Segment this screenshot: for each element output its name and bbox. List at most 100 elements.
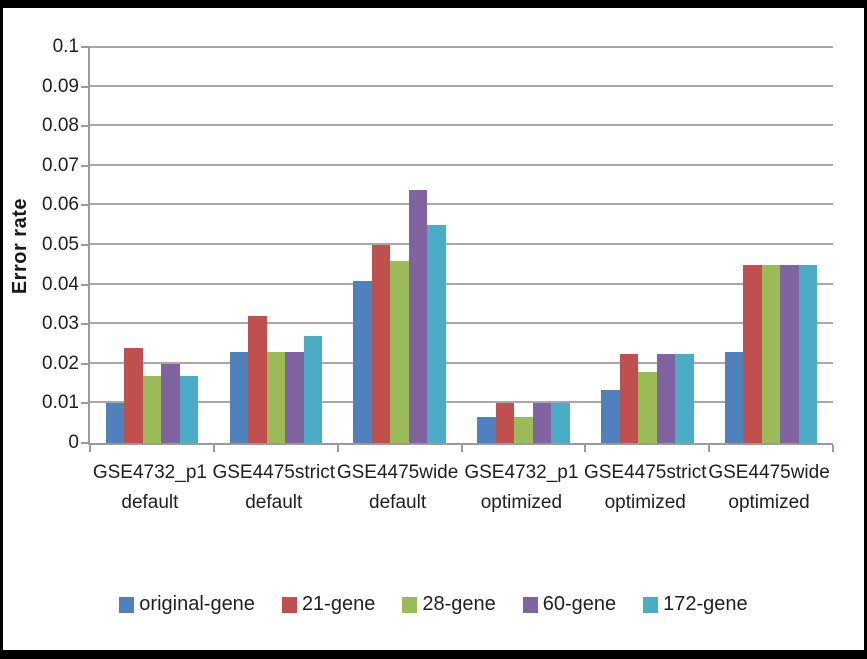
x-axis-labels: GSE4732_p1 default GSE4475strict default GSE… bbox=[88, 458, 831, 518]
bar-172-gene-category-2 bbox=[303, 336, 322, 443]
y-axis-tick bbox=[81, 402, 90, 405]
legend-item-28-gene: 28-gene bbox=[402, 593, 496, 616]
legend-swatch-original-gene bbox=[119, 596, 135, 613]
legend-label: 172-gene bbox=[663, 593, 748, 615]
bar-60-gene-category-6 bbox=[780, 264, 799, 443]
y-axis-tick-label: 0.04 bbox=[42, 273, 79, 295]
category-label-line2: default bbox=[245, 492, 303, 513]
legend-item-21-gene: 21-gene bbox=[281, 593, 376, 616]
category-label-line2: default bbox=[121, 492, 179, 513]
legend-swatch-60-gene bbox=[522, 596, 538, 613]
y-axis-tick bbox=[81, 46, 90, 48]
gridline bbox=[90, 282, 833, 285]
x-axis-tick bbox=[708, 445, 711, 452]
category-label-line2: optimized bbox=[480, 492, 563, 513]
bar-172-gene-category-5 bbox=[675, 353, 694, 443]
y-axis-tick bbox=[81, 125, 90, 128]
category-label-line2: optimized bbox=[728, 492, 810, 513]
bar-original-gene-category-2 bbox=[229, 351, 248, 443]
y-axis-tick-label: 0.08 bbox=[42, 115, 79, 137]
bar-172-gene-category-6 bbox=[798, 264, 818, 443]
y-axis-tick bbox=[81, 283, 90, 286]
y-axis-tick bbox=[81, 442, 90, 444]
category-label: GSE4732_p1 optimized bbox=[459, 458, 583, 518]
category-label: GSE4475wide optimized bbox=[707, 458, 831, 518]
bar-60-gene-category-1 bbox=[161, 363, 180, 443]
bar-60-gene-category-4 bbox=[532, 403, 552, 443]
bar-28-gene-category-2 bbox=[266, 351, 285, 443]
y-axis-labels: 0 0.01 0.02 0.03 0.04 0.05 0.06 0.07 0.08 0.09 0.1 bbox=[3, 36, 79, 453]
y-axis-tick-label: 0.09 bbox=[42, 75, 79, 97]
gridline bbox=[90, 124, 833, 127]
gridline bbox=[90, 203, 833, 206]
category-label-line1: GSE4732_p1 bbox=[464, 462, 579, 483]
bar-60-gene-category-2 bbox=[285, 351, 304, 443]
category-label-line1: GSE4475wide bbox=[336, 462, 459, 483]
y-axis-tick bbox=[81, 204, 90, 207]
legend-swatch-172-gene bbox=[643, 596, 659, 613]
y-axis-tick bbox=[81, 244, 90, 246]
bar-172-gene-category-1 bbox=[179, 375, 199, 443]
legend-label: 60-gene bbox=[542, 593, 617, 615]
category-label: GSE4475strict default bbox=[212, 458, 336, 518]
category-label-line2: default bbox=[369, 492, 427, 513]
y-axis-tick-label: 0.02 bbox=[42, 352, 79, 374]
bar-21-gene-category-2 bbox=[248, 316, 267, 443]
gridline bbox=[90, 46, 833, 48]
legend-label: 21-gene bbox=[301, 593, 376, 615]
y-axis-tick-label: 0 bbox=[68, 432, 79, 453]
bar-original-gene-category-5 bbox=[601, 389, 620, 443]
legend-swatch-21-gene bbox=[281, 596, 297, 613]
category-label-line1: GSE4475strict bbox=[583, 462, 707, 483]
legend-label: original-gene bbox=[139, 593, 255, 615]
bar-21-gene-category-1 bbox=[124, 347, 143, 443]
bar-28-gene-category-1 bbox=[142, 375, 162, 443]
bar-21-gene-category-3 bbox=[371, 245, 391, 443]
y-axis-tick-label: 0.06 bbox=[42, 194, 79, 216]
bar-28-gene-category-6 bbox=[761, 264, 781, 443]
bar-172-gene-category-4 bbox=[551, 403, 570, 443]
y-axis-tick bbox=[81, 362, 90, 365]
category-label-line1: GSE4475wide bbox=[708, 462, 830, 483]
x-axis-tick bbox=[336, 445, 339, 452]
legend-item-60-gene: 60-gene bbox=[522, 593, 617, 616]
y-axis-tick bbox=[81, 323, 90, 326]
bar-21-gene-category-6 bbox=[743, 264, 762, 443]
legend-swatch-28-gene bbox=[402, 596, 418, 613]
bar-21-gene-category-4 bbox=[495, 403, 515, 443]
y-axis-tick-label: 0.01 bbox=[42, 392, 79, 414]
bar-original-gene-category-6 bbox=[724, 351, 744, 443]
bar-28-gene-category-4 bbox=[514, 417, 533, 443]
legend-item-172-gene: 172-gene bbox=[643, 593, 748, 616]
y-axis-tick bbox=[81, 85, 90, 88]
legend-label: 28-gene bbox=[422, 593, 496, 615]
bar-original-gene-category-4 bbox=[477, 417, 496, 443]
gridline bbox=[90, 361, 833, 364]
y-axis-tick-label: 0.07 bbox=[42, 154, 79, 176]
bar-21-gene-category-5 bbox=[619, 353, 638, 443]
y-axis-tick-label: 0.1 bbox=[52, 36, 79, 57]
x-axis-tick bbox=[89, 445, 91, 452]
y-axis-tick bbox=[81, 164, 90, 167]
bar-60-gene-category-3 bbox=[408, 189, 428, 443]
bar-original-gene-category-1 bbox=[105, 403, 125, 443]
gridline bbox=[90, 163, 833, 166]
bar-28-gene-category-5 bbox=[638, 371, 657, 443]
category-label-line1: GSE4475strict bbox=[212, 462, 335, 483]
bar-172-gene-category-3 bbox=[427, 225, 446, 443]
category-label-line2: optimized bbox=[604, 492, 686, 513]
category-label: GSE4475strict optimized bbox=[583, 458, 707, 518]
bar-28-gene-category-3 bbox=[390, 260, 409, 443]
gridline bbox=[90, 84, 833, 87]
legend: original-gene 21-gene 28-gene 60-gene 172-ge… bbox=[3, 593, 864, 616]
gridline bbox=[90, 401, 833, 404]
y-axis-tick-label: 0.03 bbox=[42, 313, 79, 335]
legend-item-original-gene: original-gene bbox=[119, 593, 255, 616]
category-label-line1: GSE4732_p1 bbox=[92, 462, 207, 483]
x-axis-tick bbox=[460, 445, 463, 452]
bar-60-gene-category-5 bbox=[656, 353, 675, 443]
bar-original-gene-category-3 bbox=[353, 280, 372, 443]
category-label: GSE4475wide default bbox=[336, 458, 460, 518]
x-axis-tick bbox=[832, 445, 834, 452]
